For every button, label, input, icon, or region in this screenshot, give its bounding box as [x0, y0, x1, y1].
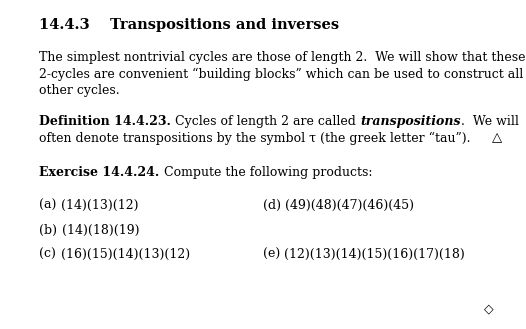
Text: Exercise 14.4.24.: Exercise 14.4.24.: [39, 166, 160, 179]
Text: The simplest nontrivial cycles are those of length 2.  We will show that these: The simplest nontrivial cycles are those…: [39, 51, 526, 64]
Text: (d): (d): [263, 199, 281, 212]
Text: 14.4.3    Transpositions and inverses: 14.4.3 Transpositions and inverses: [39, 18, 340, 32]
Text: (14)(13)(12): (14)(13)(12): [61, 199, 138, 212]
Text: 2-cycles are convenient “building blocks” which can be used to construct all: 2-cycles are convenient “building blocks…: [39, 67, 524, 81]
Text: (49)(48)(47)(46)(45): (49)(48)(47)(46)(45): [285, 199, 414, 212]
Text: (e): (e): [263, 248, 280, 262]
Text: (c): (c): [39, 248, 56, 262]
Text: (16)(15)(14)(13)(12): (16)(15)(14)(13)(12): [60, 248, 190, 262]
Text: (a): (a): [39, 199, 57, 212]
Text: .  We will: . We will: [461, 115, 519, 128]
Text: ◇: ◇: [484, 303, 493, 316]
Text: (b): (b): [39, 224, 57, 237]
Text: △: △: [492, 132, 502, 145]
Text: Compute the following products:: Compute the following products:: [160, 166, 372, 179]
Text: transpositions: transpositions: [360, 115, 461, 128]
Text: Cycles of length 2 are called: Cycles of length 2 are called: [171, 115, 360, 128]
Text: (14)(18)(19): (14)(18)(19): [62, 224, 139, 237]
Text: Definition 14.4.23.: Definition 14.4.23.: [39, 115, 171, 128]
Text: other cycles.: other cycles.: [39, 84, 120, 97]
Text: (12)(13)(14)(15)(16)(17)(18): (12)(13)(14)(15)(16)(17)(18): [285, 248, 465, 262]
Text: often denote transpositions by the symbol τ (the greek letter “tau”).: often denote transpositions by the symbo…: [39, 132, 471, 145]
